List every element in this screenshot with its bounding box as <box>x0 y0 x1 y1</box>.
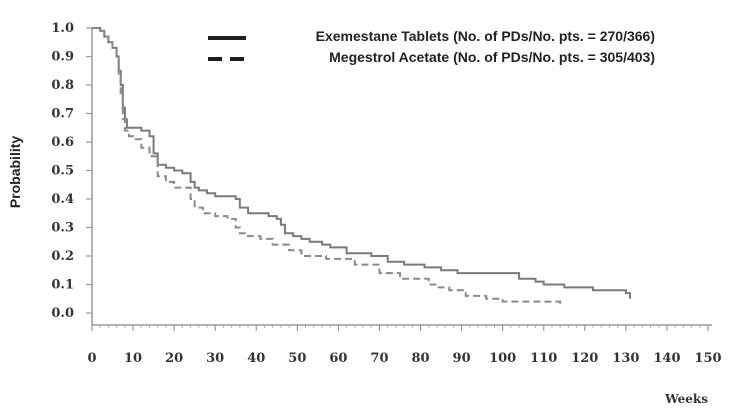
x-tick-label: 150 <box>694 351 721 366</box>
x-tick-label: 90 <box>453 351 471 366</box>
y-tick-label: 0.2 <box>51 249 74 264</box>
y-tick-label: 1.0 <box>51 21 74 36</box>
legend: Exemestane Tablets (No. of PDs/No. pts. … <box>208 28 655 65</box>
axes <box>91 28 712 326</box>
legend-item-exemestane: Exemestane Tablets (No. of PDs/No. pts. … <box>208 28 655 44</box>
y-tick-label: 0.1 <box>51 278 74 293</box>
y-tick-marks <box>86 27 92 314</box>
series-lines <box>92 27 631 305</box>
megestrol-series-line <box>92 27 562 305</box>
legend-label-megestrol: Megestrol Acetate (No. of PDs/No. pts. =… <box>329 49 655 65</box>
legend-label-exemestane: Exemestane Tablets (No. of PDs/No. pts. … <box>316 28 655 44</box>
x-tick-label: 120 <box>571 351 598 366</box>
y-tick-labels: 0.0 0.1 0.2 0.3 0.4 0.5 0.6 0.7 0.8 0.9 1.0 <box>51 21 74 321</box>
y-tick-label: 0.4 <box>51 192 74 207</box>
x-tick-label: 80 <box>411 351 429 366</box>
y-tick-label: 0.3 <box>51 221 74 236</box>
x-axis-title: Weeks <box>664 392 708 406</box>
y-tick-label: 0.6 <box>51 135 74 150</box>
x-tick-labels: 0 10 20 30 40 50 60 70 80 90 100 110 120 130 140 150 <box>87 351 721 366</box>
y-tick-label: 0.7 <box>51 107 74 122</box>
x-tick-label: 20 <box>165 351 183 366</box>
x-tick-label: 40 <box>247 351 265 366</box>
x-tick-marks <box>91 325 709 331</box>
x-tick-label: 110 <box>530 351 557 366</box>
legend-item-megestrol: Megestrol Acetate (No. of PDs/No. pts. =… <box>208 49 655 65</box>
x-tick-label: 130 <box>612 351 639 366</box>
y-tick-label: 0.9 <box>51 50 74 65</box>
y-tick-label: 0.0 <box>51 306 74 321</box>
x-tick-label: 30 <box>206 351 224 366</box>
y-tick-label: 0.5 <box>51 164 74 179</box>
exemestane-series-line <box>92 27 631 299</box>
y-tick-label: 0.8 <box>51 78 74 93</box>
y-axis-title: Probability <box>7 136 23 209</box>
x-tick-label: 70 <box>370 351 388 366</box>
x-tick-label: 140 <box>653 351 680 366</box>
x-tick-label: 60 <box>329 351 347 366</box>
x-tick-label: 0 <box>87 351 96 366</box>
x-tick-label: 50 <box>288 351 306 366</box>
x-tick-label: 100 <box>489 351 516 366</box>
x-tick-label: 10 <box>124 351 142 366</box>
